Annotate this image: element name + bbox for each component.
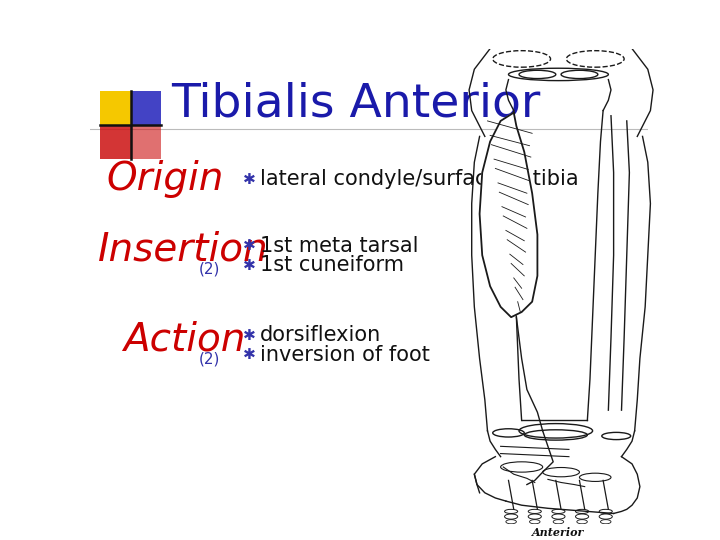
Text: 1st cuneiform: 1st cuneiform [260,255,404,275]
Text: ✱: ✱ [243,172,256,187]
Text: ✱: ✱ [243,238,256,253]
Text: (2): (2) [199,262,220,277]
Text: Anterior: Anterior [532,526,585,537]
Text: (2): (2) [199,352,220,366]
Text: lateral condyle/surface of tibia: lateral condyle/surface of tibia [260,169,579,189]
Text: ✱: ✱ [243,328,256,342]
Bar [131,125,161,159]
Text: Insertion: Insertion [99,231,269,269]
Bar [131,91,161,125]
Text: ✱: ✱ [243,258,256,273]
Polygon shape [480,113,537,317]
Text: Tibialis Anterior: Tibialis Anterior [171,82,540,127]
Text: ✱: ✱ [243,347,256,362]
Text: Origin: Origin [107,160,224,198]
Bar [100,91,131,125]
Bar [100,125,131,159]
Text: dorsiflexion: dorsiflexion [260,325,382,345]
Text: 1st meta tarsal: 1st meta tarsal [260,235,419,255]
Text: Action: Action [124,320,246,358]
Text: inversion of foot: inversion of foot [260,345,430,364]
